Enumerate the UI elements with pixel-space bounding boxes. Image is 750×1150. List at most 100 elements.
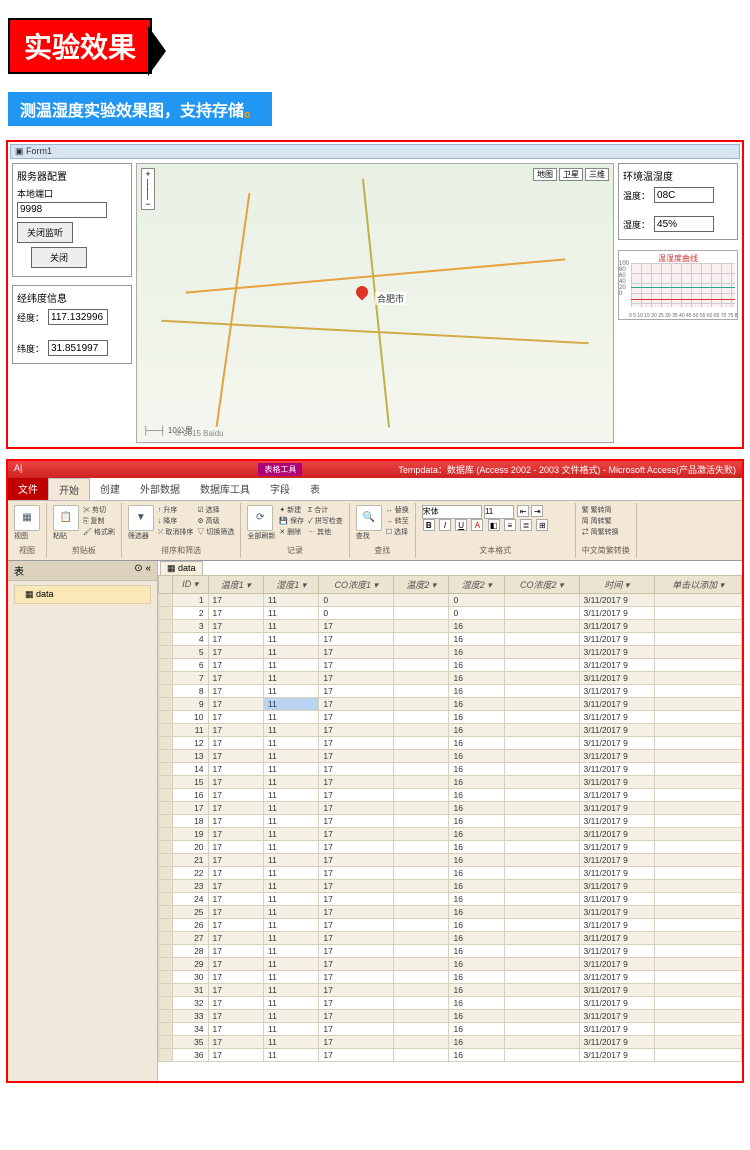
table-row[interactable]: 33171117163/11/2017 9 xyxy=(159,1009,742,1022)
table-row[interactable]: 9171117163/11/2017 9 xyxy=(159,697,742,710)
table-row[interactable]: 17171117163/11/2017 9 xyxy=(159,801,742,814)
table-row[interactable]: 32171117163/11/2017 9 xyxy=(159,996,742,1009)
table-row[interactable]: 23171117163/11/2017 9 xyxy=(159,879,742,892)
lng-input[interactable] xyxy=(48,309,108,325)
lat-label: 纬度： xyxy=(17,342,44,355)
table-row[interactable]: 8171117163/11/2017 9 xyxy=(159,684,742,697)
indent-dec-icon[interactable]: ⇤ xyxy=(517,505,529,517)
table-area[interactable]: ▦ data ID ▾温度1 ▾湿度1 ▾CO浓度1 ▾温度2 ▾湿度2 ▾CO… xyxy=(158,561,742,1081)
table-col-header[interactable]: 湿度2 ▾ xyxy=(449,575,504,593)
table-row[interactable]: 6171117163/11/2017 9 xyxy=(159,658,742,671)
table-row[interactable]: 26171117163/11/2017 9 xyxy=(159,918,742,931)
table-row[interactable]: 11711003/11/2017 9 xyxy=(159,593,742,606)
data-table[interactable]: ID ▾温度1 ▾湿度1 ▾CO浓度1 ▾温度2 ▾湿度2 ▾CO浓度2 ▾时间… xyxy=(158,575,742,1062)
table-row[interactable]: 25171117163/11/2017 9 xyxy=(159,905,742,918)
table-row[interactable]: 18171117163/11/2017 9 xyxy=(159,814,742,827)
table-col-header[interactable]: ID ▾ xyxy=(173,575,209,593)
table-row[interactable]: 11171117163/11/2017 9 xyxy=(159,723,742,736)
ribbon-body: ▦ 视图 视图 📋粘贴 ✂ 剪切 ⎘ 复制 🖌 格式刷 剪贴板 ▼筛选器 ↑ 升… xyxy=(8,501,742,561)
close-button[interactable]: 关闭 xyxy=(31,247,87,268)
ribbon-tab-file[interactable]: 文件 xyxy=(8,478,48,500)
ribbon-tab-dbtools[interactable]: 数据库工具 xyxy=(190,478,260,500)
table-row[interactable]: 15171117163/11/2017 9 xyxy=(159,775,742,788)
align-left-button[interactable]: ≡ xyxy=(504,519,516,531)
align-center-button[interactable]: ≣ xyxy=(520,519,532,531)
view-icon[interactable]: ▦ xyxy=(14,505,40,531)
grid-button[interactable]: ⊞ xyxy=(536,519,548,531)
access-window: A| 表格工具 Tempdata：数据库 (Access 2002 - 2003… xyxy=(6,459,744,1083)
refresh-icon[interactable]: ⟳ xyxy=(247,505,273,531)
table-row[interactable]: 7171117163/11/2017 9 xyxy=(159,671,742,684)
table-row[interactable]: 5171117163/11/2017 9 xyxy=(159,645,742,658)
lng-label: 经度： xyxy=(17,311,44,324)
table-row[interactable]: 27171117163/11/2017 9 xyxy=(159,931,742,944)
access-titlebar[interactable]: A| 表格工具 Tempdata：数据库 (Access 2002 - 2003… xyxy=(8,461,742,478)
table-row[interactable]: 35171117163/11/2017 9 xyxy=(159,1035,742,1048)
ribbon-tab-create[interactable]: 创建 xyxy=(90,478,130,500)
temp-input[interactable] xyxy=(654,187,714,203)
form1-titlebar[interactable]: ▣ Form1 xyxy=(10,144,740,159)
ribbon-tab-home[interactable]: 开始 xyxy=(48,478,90,500)
table-row[interactable]: 34171117163/11/2017 9 xyxy=(159,1022,742,1035)
map-zoom-control[interactable]: +││− xyxy=(141,168,155,210)
table-row[interactable]: 4171117163/11/2017 9 xyxy=(159,632,742,645)
table-row[interactable]: 21171117163/11/2017 9 xyxy=(159,853,742,866)
fill-color-button[interactable]: ◧ xyxy=(488,519,500,531)
paste-icon[interactable]: 📋 xyxy=(53,505,79,531)
table-row[interactable]: 19171117163/11/2017 9 xyxy=(159,827,742,840)
table-row[interactable]: 14171117163/11/2017 9 xyxy=(159,762,742,775)
indent-inc-icon[interactable]: ⇥ xyxy=(531,505,543,517)
table-row[interactable]: 36171117163/11/2017 9 xyxy=(159,1048,742,1061)
lat-input[interactable] xyxy=(48,340,108,356)
table-col-header[interactable]: 温度2 ▾ xyxy=(394,575,449,593)
mini-chart-xticks: 0 5 10 15 20 25 30 35 40 45 50 55 60 65 … xyxy=(629,313,737,319)
filter-icon[interactable]: ▼ xyxy=(128,505,154,531)
table-row[interactable]: 22171117163/11/2017 9 xyxy=(159,866,742,879)
chevron-down-icon[interactable]: ⊙ « xyxy=(134,563,151,578)
font-color-button[interactable]: A xyxy=(471,519,483,531)
table-row[interactable]: 31171117163/11/2017 9 xyxy=(159,983,742,996)
table-row[interactable]: 12171117163/11/2017 9 xyxy=(159,736,742,749)
ribbon-tab-fields[interactable]: 字段 xyxy=(260,478,300,500)
map-mode-satellite[interactable]: 卫星 xyxy=(559,168,583,181)
mini-chart-yticks: 100806040200 xyxy=(619,261,629,297)
table-row[interactable]: 10171117163/11/2017 9 xyxy=(159,710,742,723)
coords-title: 经纬度信息 xyxy=(17,290,127,305)
table-row[interactable]: 30171117163/11/2017 9 xyxy=(159,970,742,983)
table-row[interactable]: 24171117163/11/2017 9 xyxy=(159,892,742,905)
table-row[interactable]: 3171117163/11/2017 9 xyxy=(159,619,742,632)
map-logo: © 2015 Baidu xyxy=(175,429,224,438)
sidebar-item-data[interactable]: ▦ data xyxy=(14,585,151,604)
font-size-select[interactable] xyxy=(484,505,514,519)
sidebar-header[interactable]: 表⊙ « xyxy=(8,561,157,581)
map-canvas[interactable]: +││− 地图 卫星 三维 合肥市 ├──┤ 10公里 © 2015 Baidu xyxy=(136,163,614,443)
ribbon-tab-table[interactable]: 表 xyxy=(300,478,330,500)
table-col-header[interactable]: 温度1 ▾ xyxy=(208,575,263,593)
find-icon[interactable]: 🔍 xyxy=(356,505,382,531)
table-row[interactable]: 13171117163/11/2017 9 xyxy=(159,749,742,762)
table-col-header[interactable]: 单击以添加 ▾ xyxy=(655,575,742,593)
table-col-header[interactable]: CO浓度2 ▾ xyxy=(504,575,579,593)
header-arrow-icon xyxy=(148,26,166,76)
underline-button[interactable]: U xyxy=(455,519,467,531)
humid-input[interactable] xyxy=(654,216,714,232)
table-row[interactable]: 21711003/11/2017 9 xyxy=(159,606,742,619)
font-name-select[interactable] xyxy=(422,505,482,519)
table-col-header[interactable]: 时间 ▾ xyxy=(579,575,655,593)
table-col-header[interactable]: 湿度1 ▾ xyxy=(263,575,318,593)
listen-button[interactable]: 关闭监听 xyxy=(17,222,73,243)
map-center-label: 合肥市 xyxy=(375,292,406,305)
map-mode-3d[interactable]: 三维 xyxy=(585,168,609,181)
table-tab[interactable]: ▦ data xyxy=(160,561,203,575)
table-col-header[interactable]: CO浓度1 ▾ xyxy=(319,575,394,593)
table-row[interactable]: 20171117163/11/2017 9 xyxy=(159,840,742,853)
table-row[interactable]: 29171117163/11/2017 9 xyxy=(159,957,742,970)
ribbon-tab-external[interactable]: 外部数据 xyxy=(130,478,190,500)
port-input[interactable] xyxy=(17,202,107,218)
mini-chart: 温湿度曲线 100806040200 0 5 10 15 20 25 30 35… xyxy=(618,250,738,320)
table-row[interactable]: 16171117163/11/2017 9 xyxy=(159,788,742,801)
table-row[interactable]: 28171117163/11/2017 9 xyxy=(159,944,742,957)
map-mode-map[interactable]: 地图 xyxy=(533,168,557,181)
bold-button[interactable]: B xyxy=(423,519,435,531)
italic-button[interactable]: I xyxy=(439,519,451,531)
